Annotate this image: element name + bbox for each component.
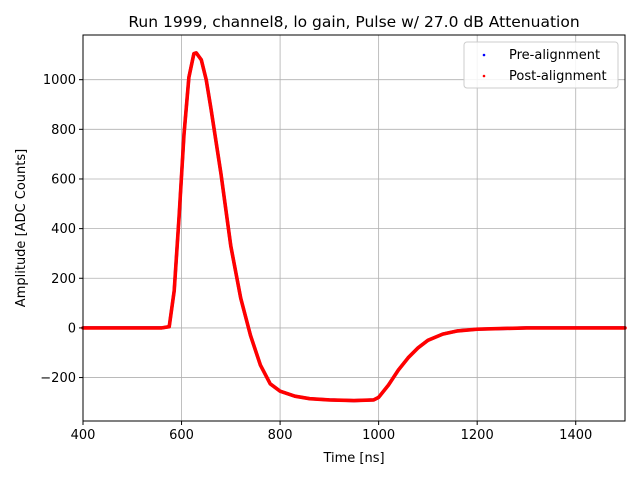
y-tick-label: 400 — [51, 222, 76, 237]
data-point-post-alignment — [249, 334, 252, 337]
data-point-post-alignment — [278, 389, 282, 393]
legend: Pre-alignment Post-alignment — [463, 41, 619, 89]
legend-label-pre-alignment: Pre-alignment — [509, 48, 600, 63]
data-point-post-alignment — [372, 398, 376, 402]
data-point-post-alignment — [377, 396, 380, 399]
data-point-post-alignment — [396, 368, 400, 372]
data-point-post-alignment — [209, 108, 213, 111]
data-point-post-alignment — [574, 326, 578, 330]
data-point-post-alignment — [525, 326, 528, 330]
chart-title: Run 1999, channel8, lo gain, Pulse w/ 27… — [128, 13, 579, 31]
data-point-post-alignment — [475, 327, 479, 331]
data-point-post-alignment — [441, 332, 445, 336]
data-point-post-alignment — [177, 214, 181, 218]
data-point-post-alignment — [167, 325, 171, 329]
data-point-post-alignment — [387, 383, 390, 387]
data-point-post-alignment — [130, 326, 134, 330]
x-axis-label: Time [ns] — [322, 451, 384, 466]
legend-marker-pre-alignment — [482, 53, 486, 57]
data-point-post-alignment — [426, 338, 430, 342]
data-point-post-alignment — [160, 326, 164, 330]
x-tick-label: 1000 — [362, 428, 395, 443]
y-axis: −200 0 200 400 600 800 1000 — [40, 73, 83, 386]
x-axis: 400 600 800 1000 1200 1400 — [71, 421, 592, 443]
legend-box — [463, 41, 619, 89]
data-point-post-alignment — [352, 399, 356, 402]
data-point-post-alignment — [416, 346, 420, 350]
data-point-post-alignment — [192, 52, 196, 55]
data-point-post-alignment — [308, 397, 312, 401]
data-point-post-alignment — [268, 382, 272, 386]
legend-marker-post-alignment — [482, 74, 486, 78]
data-point-post-alignment — [172, 289, 176, 293]
series-post-alignment — [81, 51, 627, 403]
y-axis-label: Amplitude [ADC Counts] — [14, 149, 29, 307]
axes-frame — [82, 34, 626, 422]
data-point-post-alignment — [293, 394, 297, 398]
data-point-post-alignment — [187, 75, 191, 79]
x-tick-label: 1200 — [461, 428, 494, 443]
y-tick-label: 0 — [68, 321, 76, 336]
data-point-post-alignment — [406, 356, 410, 360]
x-tick-label: 400 — [71, 428, 96, 443]
x-tick-label: 600 — [169, 428, 194, 443]
legend-label-post-alignment: Post-alignment — [509, 69, 607, 84]
y-tick-label: 600 — [51, 172, 76, 187]
plot-area — [81, 51, 627, 403]
y-tick-label: −200 — [40, 371, 76, 386]
data-point-post-alignment — [229, 244, 233, 248]
data-point-post-alignment — [219, 172, 223, 176]
data-point-post-alignment — [456, 329, 459, 333]
data-point-post-alignment — [259, 363, 262, 367]
data-point-post-alignment — [328, 398, 331, 402]
data-point-post-alignment — [194, 51, 198, 55]
x-tick-label: 1400 — [559, 428, 592, 443]
y-tick-label: 200 — [51, 272, 76, 287]
data-point-post-alignment — [182, 132, 186, 136]
x-tick-label: 800 — [268, 428, 293, 443]
data-point-post-alignment — [239, 296, 243, 300]
y-tick-label: 1000 — [43, 73, 76, 88]
data-point-post-alignment — [204, 78, 208, 82]
y-tick-label: 800 — [51, 123, 76, 138]
data-point-post-alignment — [199, 58, 203, 62]
